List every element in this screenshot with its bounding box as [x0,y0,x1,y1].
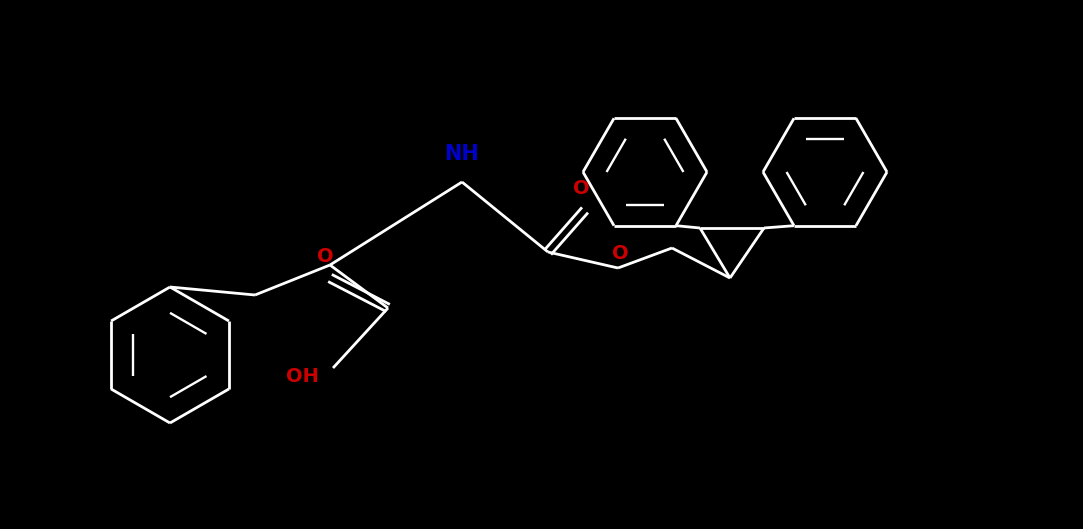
Text: O: O [316,247,334,266]
Text: O: O [573,179,589,198]
Text: O: O [612,244,628,263]
Text: NH: NH [445,144,480,164]
Text: OH: OH [286,367,319,386]
